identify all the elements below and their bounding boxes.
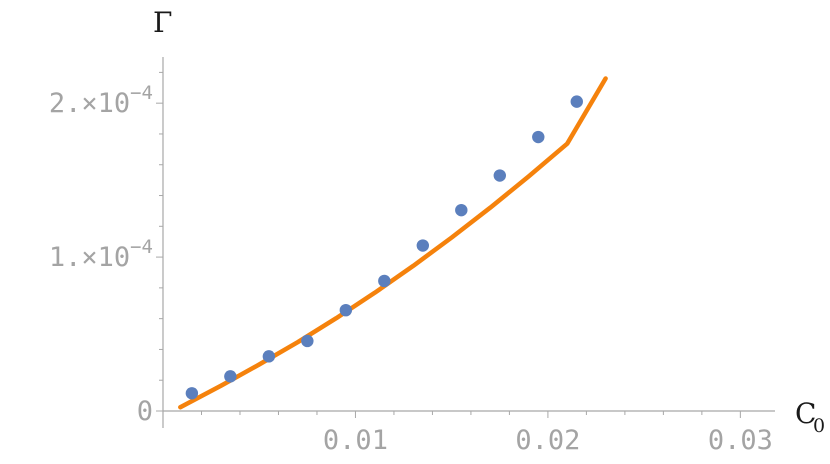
- data-point: [262, 350, 276, 363]
- y-tick-label: 2.×10−4: [49, 82, 153, 119]
- x-axis-title-subscript: 0: [813, 415, 825, 437]
- data-point: [185, 387, 199, 400]
- data-point: [455, 203, 468, 217]
- y-tick-label: 0: [137, 396, 153, 427]
- data-point: [301, 334, 314, 348]
- data-point: [416, 239, 430, 252]
- y-tick-label-base: 1.×10: [49, 242, 130, 273]
- x-axis-title: C 0: [795, 397, 825, 437]
- data-point: [339, 303, 353, 317]
- data-point: [378, 274, 391, 288]
- y-tick-label: 1.×10−4: [49, 236, 153, 273]
- data-point: [493, 169, 506, 182]
- fit-line: [178, 76, 608, 410]
- x-axis-title-main: C: [795, 397, 816, 430]
- fit-curve-group: [178, 76, 608, 410]
- x-tick-label: 0.02: [515, 425, 580, 456]
- data-point: [570, 95, 583, 108]
- x-tick-label: 0.01: [323, 425, 388, 456]
- y-tick-label-exponent: −4: [130, 236, 153, 258]
- x-tick-label: 0.03: [708, 425, 773, 456]
- y-tick-label-base: 2.×10: [49, 88, 130, 119]
- y-axis-title: Γ: [153, 6, 172, 39]
- data-point: [532, 130, 545, 144]
- data-points-group: [185, 95, 583, 400]
- y-tick-label-exponent: −4: [130, 82, 153, 104]
- data-point: [224, 370, 237, 383]
